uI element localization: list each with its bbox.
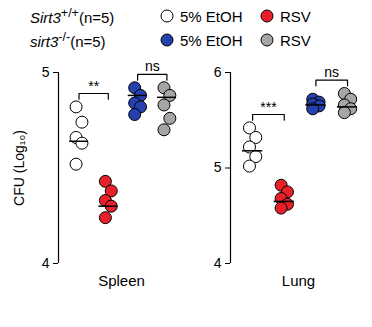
html-text:RSV: RSV <box>280 31 311 49</box>
svg-text:4: 4 <box>214 255 222 271</box>
svg-text:ns: ns <box>324 64 339 80</box>
html-text:5% EtOH: 5% EtOH <box>180 31 243 49</box>
svg-text:CFU (Log₁₀): CFU (Log₁₀) <box>11 130 27 206</box>
html-text:Sirt3+/+(n=5): Sirt3+/+(n=5) <box>30 6 115 26</box>
svg-text:6: 6 <box>214 64 222 80</box>
html-text:5% EtOH: 5% EtOH <box>180 7 243 25</box>
svg-text:Spleen: Spleen <box>98 272 145 289</box>
html-text:RSV: RSV <box>280 7 311 25</box>
html-text:sirt3-/-(n=5): sirt3-/-(n=5) <box>30 30 106 50</box>
svg-text:5: 5 <box>214 159 222 175</box>
svg-text:**: ** <box>88 78 99 94</box>
svg-text:Lung: Lung <box>282 272 315 289</box>
svg-text:5: 5 <box>42 64 50 80</box>
svg-text:ns: ns <box>145 58 160 74</box>
svg-text:4: 4 <box>42 255 50 271</box>
svg-text:***: *** <box>260 99 277 115</box>
